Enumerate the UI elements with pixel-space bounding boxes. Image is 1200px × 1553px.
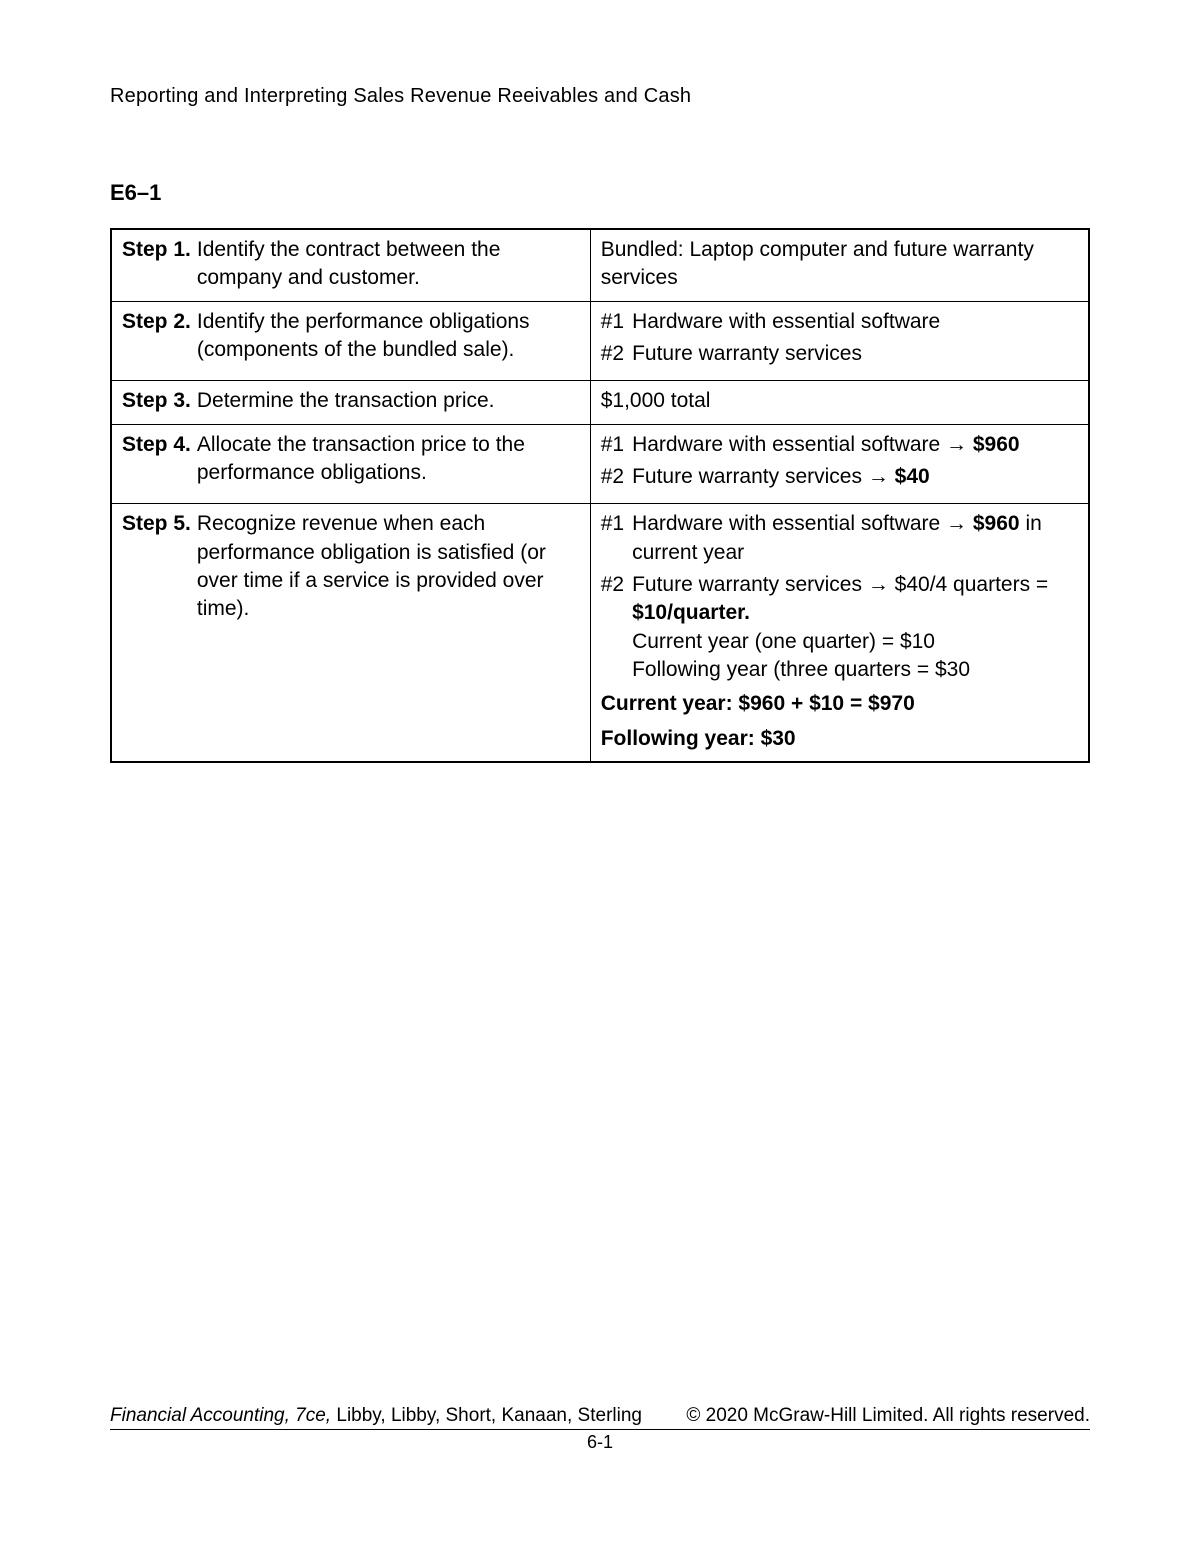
right-line-body: Future warranty services <box>632 340 1078 368</box>
running-head: Reporting and Interpreting Sales Revenue… <box>110 85 1090 108</box>
right-line-tag: #2 <box>601 340 632 368</box>
step-tag: Step 5. <box>122 510 197 623</box>
step-right-cell: #1Hardware with essential software → $96… <box>590 504 1089 762</box>
summary-line: Following year: $30 <box>601 725 1078 753</box>
right-line-tag: #1 <box>601 308 632 336</box>
right-line-body: Future warranty services → $40 <box>632 463 1078 491</box>
right-line: Bundled: Laptop computer and future warr… <box>601 236 1078 293</box>
right-line: #1Hardware with essential software → $96… <box>601 510 1078 567</box>
right-line-tag: #2 <box>601 571 632 684</box>
step-left-cell: Step 1.Identify the contract between the… <box>111 229 590 301</box>
footer-copyright: © 2020 McGraw-Hill Limited. All rights r… <box>686 1405 1090 1427</box>
arrow-icon: → <box>868 465 889 488</box>
right-line: #1Hardware with essential software → $96… <box>601 431 1078 459</box>
footer-line: Financial Accounting, 7ce, Libby, Libby,… <box>110 1405 1090 1430</box>
right-line: #1Hardware with essential software <box>601 308 1078 336</box>
step-text: Identify the performance obligations (co… <box>197 308 580 365</box>
step-tag: Step 1. <box>122 236 197 293</box>
step-text: Determine the transaction price. <box>197 387 580 415</box>
step-text: Allocate the transaction price to the pe… <box>197 431 580 488</box>
step-right-cell: #1Hardware with essential software → $96… <box>590 424 1089 504</box>
arrow-icon: → <box>946 433 967 456</box>
step-right-cell: Bundled: Laptop computer and future warr… <box>590 229 1089 301</box>
footer-authors: Libby, Libby, Short, Kanaan, Sterling <box>331 1405 642 1426</box>
step-text: Recognize revenue when each performance … <box>197 510 580 623</box>
step-tag: Step 2. <box>122 308 197 365</box>
right-line: $1,000 total <box>601 387 1078 415</box>
arrow-icon: → <box>946 512 967 535</box>
footer-left: Financial Accounting, 7ce, Libby, Libby,… <box>110 1405 642 1427</box>
right-line-tag: #1 <box>601 510 632 567</box>
right-line-body: Hardware with essential software → $960 … <box>632 510 1078 567</box>
summary-line: Current year: $960 + $10 = $970 <box>601 690 1078 718</box>
step-right-cell: $1,000 total <box>590 381 1089 424</box>
step-tag: Step 3. <box>122 387 197 415</box>
footer-page-number: 6-1 <box>110 1432 1090 1453</box>
right-line: #2Future warranty services <box>601 340 1078 368</box>
table-row: Step 4.Allocate the transaction price to… <box>111 424 1089 504</box>
table-row: Step 1.Identify the contract between the… <box>111 229 1089 301</box>
step-left-cell: Step 2.Identify the performance obligati… <box>111 301 590 381</box>
table-row: Step 3.Determine the transaction price. $… <box>111 381 1089 424</box>
table-row: Step 2.Identify the performance obligati… <box>111 301 1089 381</box>
right-line-body: Future warranty services → $40/4 quarter… <box>632 571 1078 684</box>
right-line-body: Hardware with essential software → $960 <box>632 431 1078 459</box>
table-row: Step 5.Recognize revenue when each perfo… <box>111 504 1089 762</box>
right-line-tag: #2 <box>601 463 632 491</box>
step-left-cell: Step 3.Determine the transaction price. <box>111 381 590 424</box>
right-line-tag: #1 <box>601 431 632 459</box>
footer-book-title: Financial Accounting, 7ce, <box>110 1405 331 1426</box>
arrow-icon: → <box>868 573 889 596</box>
right-line: #2Future warranty services → $40/4 quart… <box>601 571 1078 684</box>
page: Reporting and Interpreting Sales Revenue… <box>0 0 1200 1553</box>
step-left-cell: Step 5.Recognize revenue when each perfo… <box>111 504 590 762</box>
step-left-cell: Step 4.Allocate the transaction price to… <box>111 424 590 504</box>
step-tag: Step 4. <box>122 431 197 488</box>
steps-table: Step 1.Identify the contract between the… <box>110 228 1090 763</box>
right-line: #2Future warranty services → $40 <box>601 463 1078 491</box>
step-right-cell: #1Hardware with essential software#2Futu… <box>590 301 1089 381</box>
step-text: Identify the contract between the compan… <box>197 236 580 293</box>
exercise-label: E6–1 <box>110 180 1090 206</box>
page-footer: Financial Accounting, 7ce, Libby, Libby,… <box>110 1405 1090 1453</box>
right-line-body: Hardware with essential software <box>632 308 1078 336</box>
